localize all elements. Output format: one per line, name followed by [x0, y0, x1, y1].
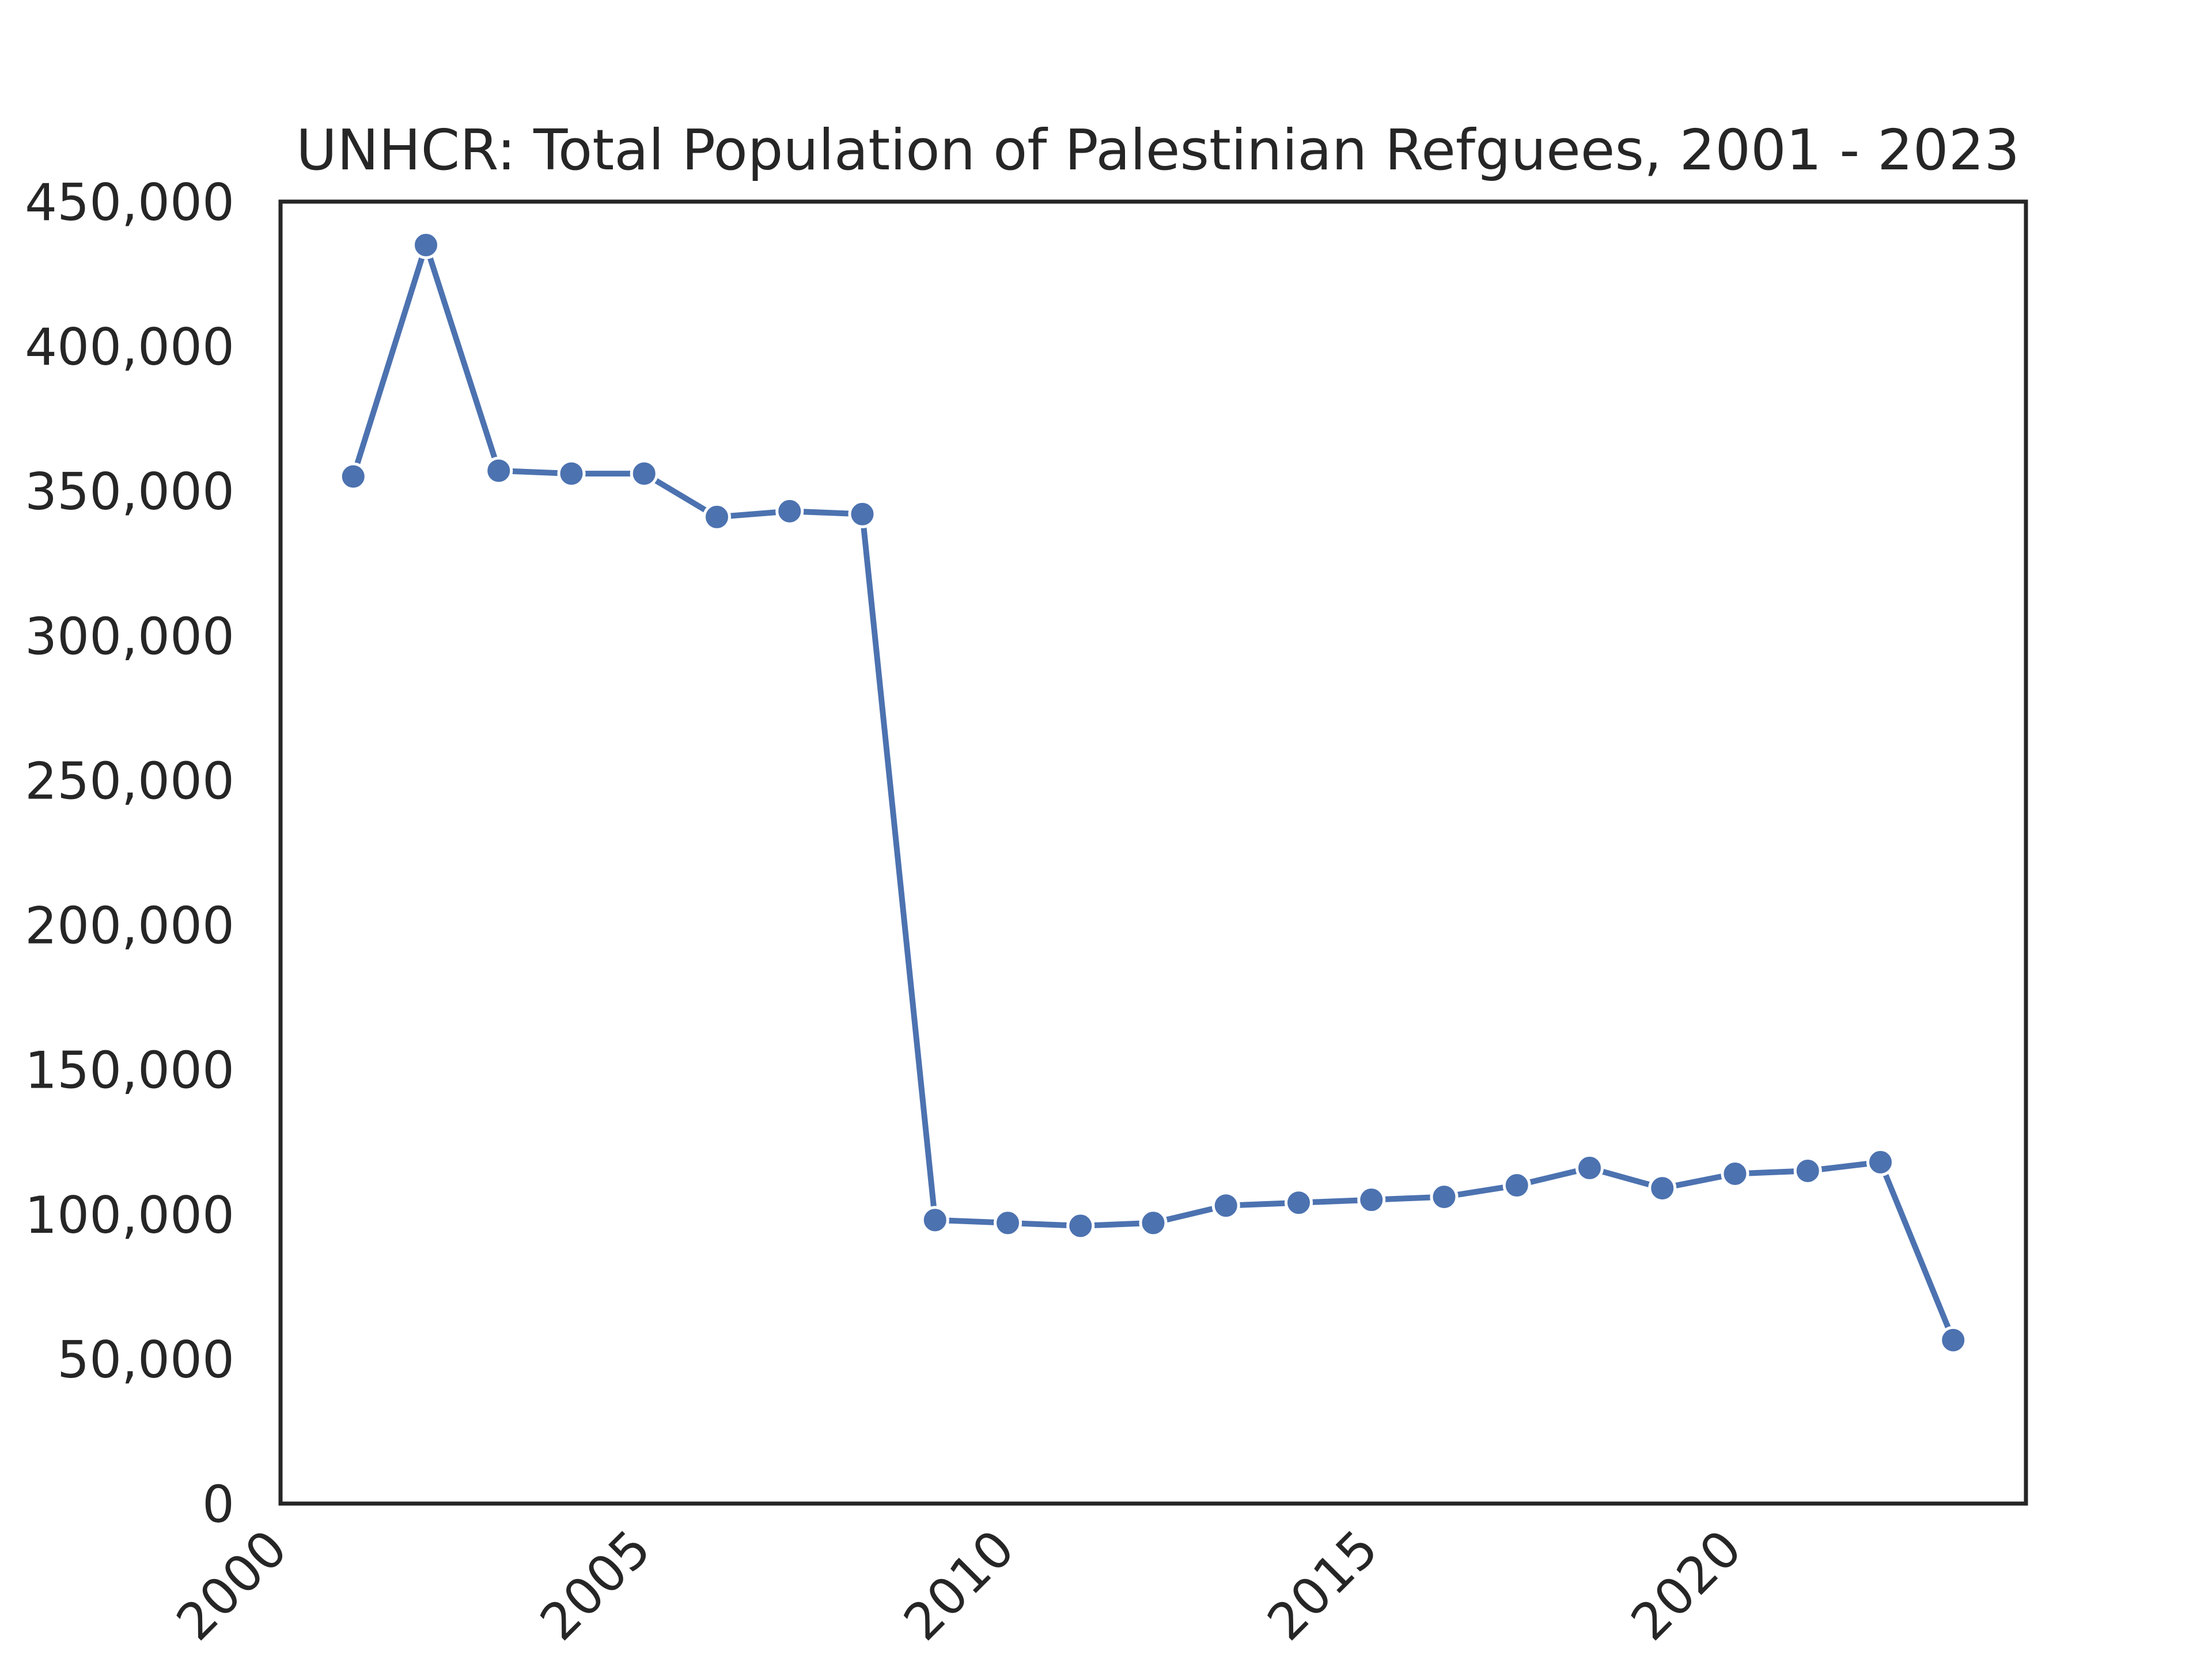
- y-tick-label: 300,000: [25, 607, 234, 666]
- data-point: [1721, 1159, 1749, 1188]
- plot-frame: [278, 199, 2028, 1506]
- data-point: [1211, 1191, 1240, 1220]
- y-tick-label: 150,000: [25, 1041, 234, 1100]
- data-point: [557, 459, 586, 488]
- data-point: [994, 1209, 1022, 1237]
- y-tick-label: 400,000: [25, 317, 234, 377]
- data-point: [775, 497, 804, 525]
- data-point: [1575, 1153, 1604, 1182]
- y-axis: 0 50,000 100,000 150,000 200,000 250,000 300,0…: [25, 173, 234, 1534]
- y-tick-label: 100,000: [25, 1186, 234, 1245]
- y-tick-label: 50,000: [57, 1330, 234, 1390]
- data-point: [1866, 1148, 1895, 1176]
- data-point: [1648, 1174, 1677, 1203]
- chart-title: UNHCR: Total Population of Palestinian R…: [296, 118, 2020, 183]
- data-point: [921, 1206, 949, 1235]
- data-point: [630, 459, 658, 488]
- data-point: [1285, 1188, 1313, 1217]
- y-tick-label: 350,000: [25, 462, 234, 521]
- data-point: [848, 499, 877, 528]
- data-point: [1139, 1209, 1168, 1237]
- data-point: [339, 462, 368, 491]
- data-point: [1793, 1156, 1822, 1185]
- data-point: [1357, 1186, 1386, 1214]
- y-tick-label: 0: [202, 1475, 234, 1534]
- data-point: [484, 456, 513, 485]
- data-point: [1502, 1171, 1531, 1200]
- data-point: [412, 230, 440, 259]
- data-point: [1066, 1212, 1095, 1240]
- y-tick-label: 450,000: [25, 173, 234, 232]
- data-point: [1939, 1326, 1968, 1354]
- series-layer: [339, 230, 1968, 1354]
- data-point: [1430, 1183, 1459, 1212]
- data-point: [703, 502, 731, 531]
- y-tick-label: 200,000: [25, 896, 234, 956]
- y-tick-label: 250,000: [25, 751, 234, 811]
